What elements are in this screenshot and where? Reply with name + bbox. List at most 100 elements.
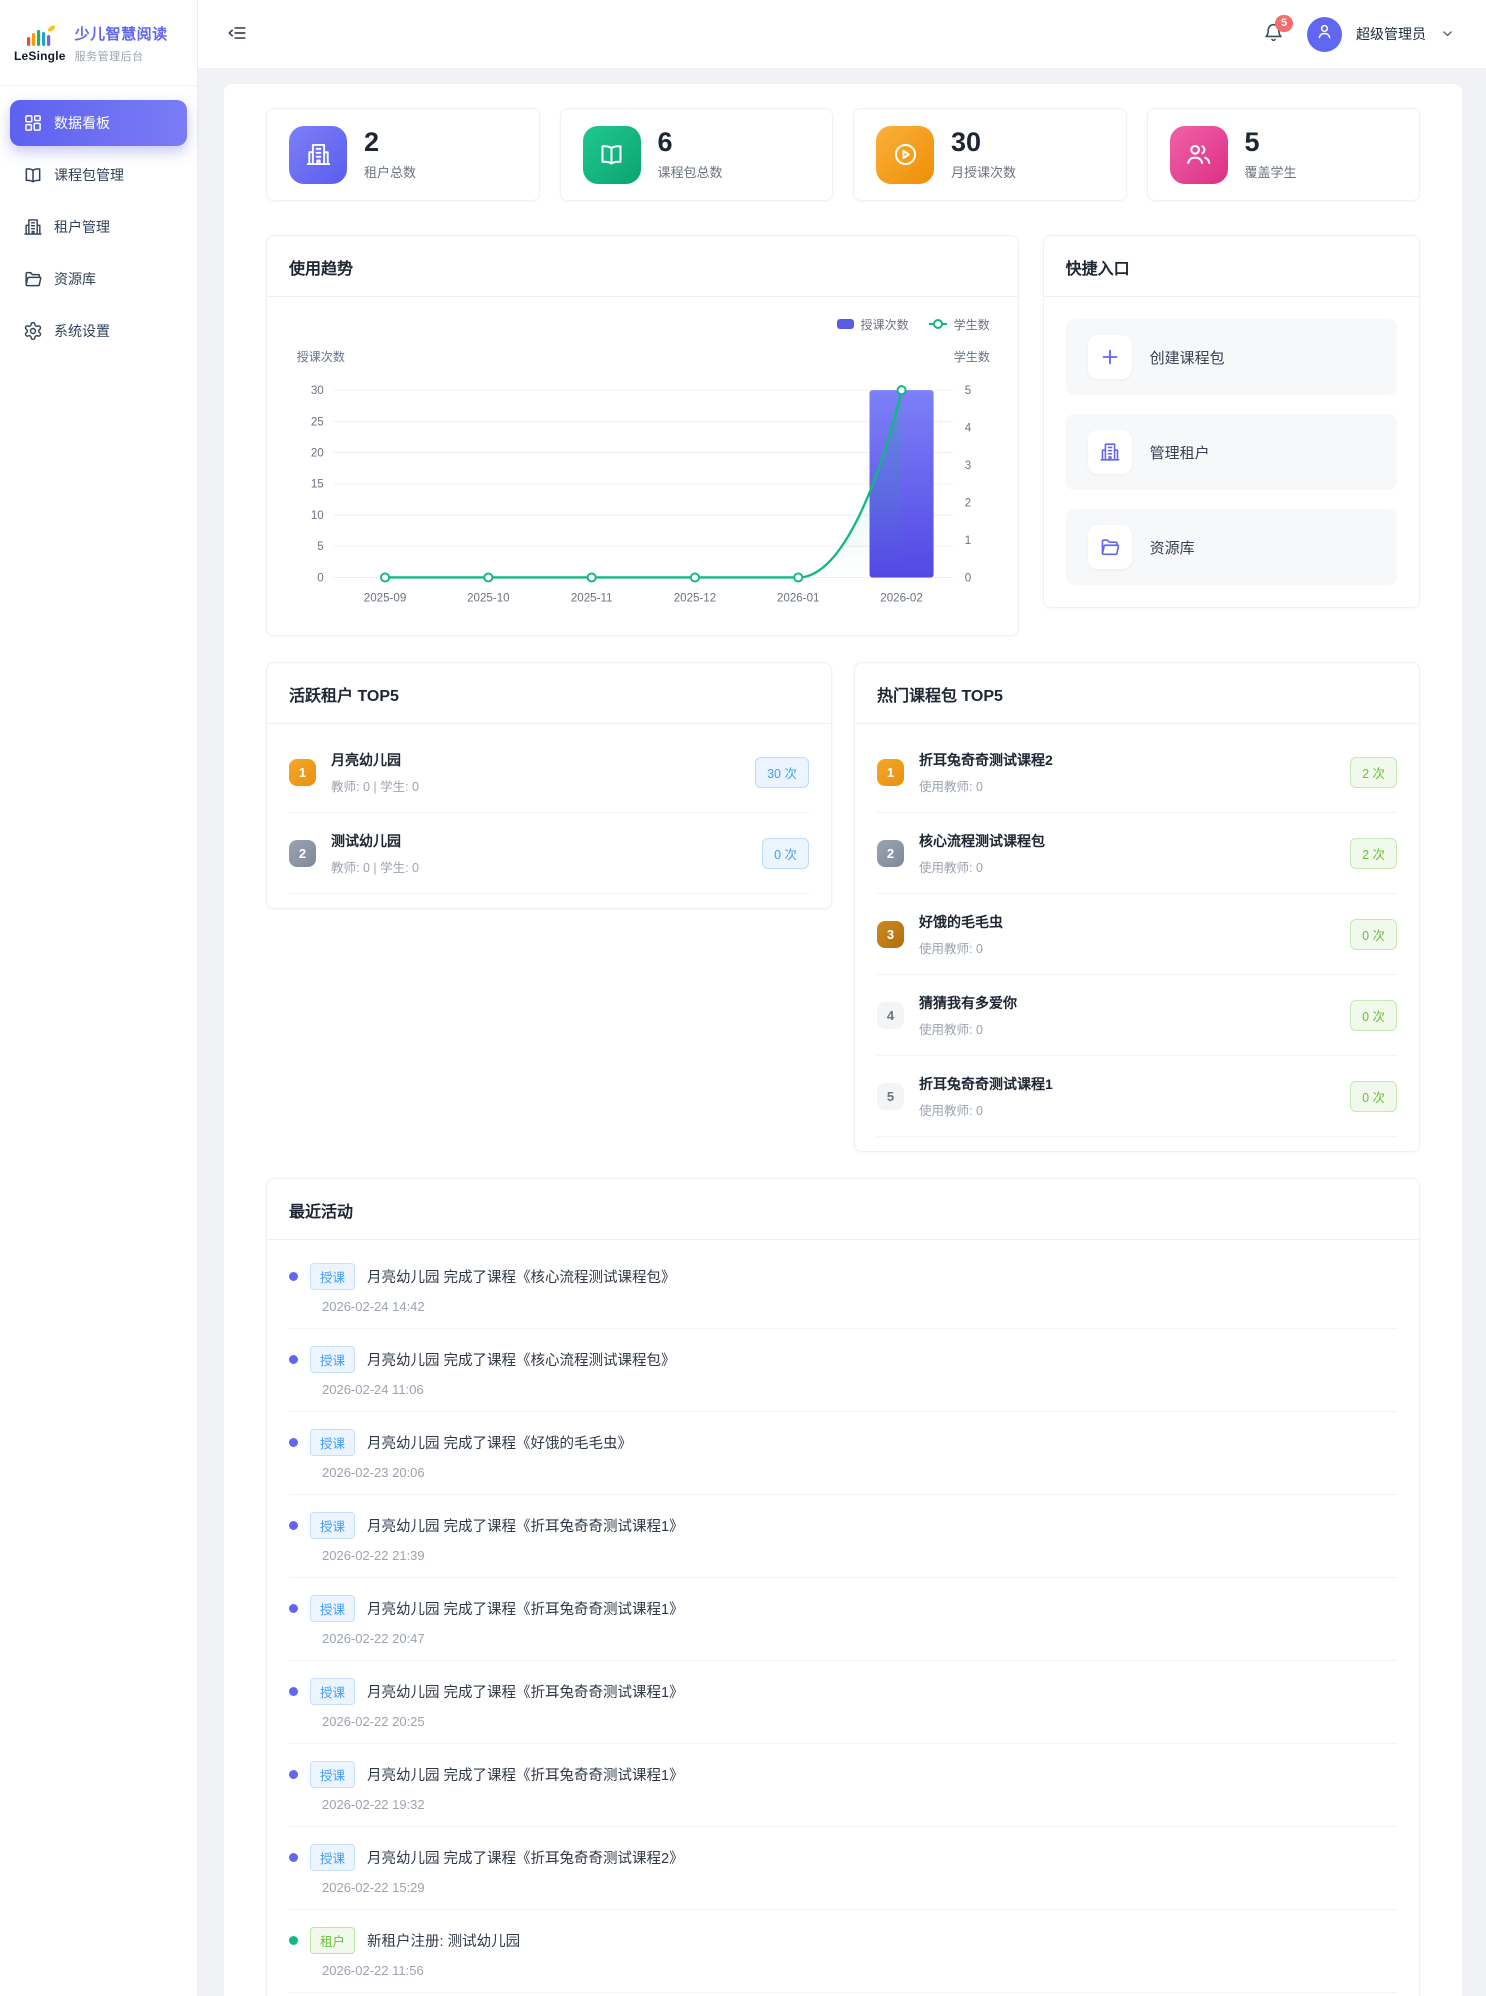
stat-value: 2 [364,126,380,157]
svg-text:5: 5 [965,385,971,397]
activity-dot [289,1853,298,1862]
quick-entry-item[interactable]: 创建课程包 [1065,319,1397,395]
brand: LeSingle 少儿智慧阅读 服务管理后台 [0,0,197,86]
activity-row: 授课 月亮幼儿园 完成了课程《折耳兔奇奇测试课程1》 2026-02-22 19… [289,1744,1397,1827]
rank-badge: 4 [877,1002,904,1029]
usage-count-pill: 0 次 [762,838,809,869]
course-name: 折耳兔奇奇测试课程2 [919,752,1053,768]
sidebar-collapse-icon[interactable] [226,22,250,46]
stat-label: 租户总数 [364,165,417,181]
stat-card: 2 租户总数 [266,108,540,201]
tenant-rank-row: 1 月亮幼儿园 教师: 0 | 学生: 0 30 次 [289,732,809,813]
usage-count-pill: 0 次 [1350,1081,1397,1112]
rank-badge: 2 [877,840,904,867]
sidebar-item[interactable]: 资源库 [10,256,187,302]
activity-time: 2026-02-24 11:06 [322,1382,424,1397]
brand-text: 少儿智慧阅读 服务管理后台 [75,23,168,64]
course-rank-row: 2 核心流程测试课程包 使用教师: 0 2 次 [877,813,1397,894]
avatar[interactable] [1307,16,1342,52]
svg-text:2026-01: 2026-01 [777,593,820,605]
course-meta: 使用教师: 0 [919,861,983,875]
activity-text: 月亮幼儿园 完成了课程《核心流程测试课程包》 [367,1353,676,1369]
course-meta: 使用教师: 0 [919,780,983,794]
rank-badge: 1 [877,759,904,786]
activity-dot [289,1604,298,1613]
sidebar-item-label: 租户管理 [54,219,110,235]
top5-row: 活跃租户 TOP5 1 月亮幼儿园 教师: 0 | 学生: 0 30 次 [266,662,1420,1152]
activity-time: 2026-02-22 11:56 [322,1963,424,1978]
activity-type-badge: 授课 [310,1844,356,1871]
sidebar-item[interactable]: 数据看板 [10,100,187,146]
activity-type-badge: 租户 [310,1927,356,1954]
tenant-meta: 教师: 0 | 学生: 0 [331,780,419,794]
activity-row: 授课 月亮幼儿园 完成了课程《折耳兔奇奇测试课程2》 2026-02-22 15… [289,1827,1397,1910]
course-name: 猜猜我有多爱你 [919,995,1017,1011]
sidebar-item[interactable]: 课程包管理 [10,152,187,198]
activity-time: 2026-02-22 20:47 [322,1631,425,1646]
topbar: 5 超级管理员 [198,0,1486,69]
hot-courses-title: 热门课程包 TOP5 [855,663,1419,724]
activity-text: 月亮幼儿园 完成了课程《折耳兔奇奇测试课程2》 [367,1851,684,1867]
topbar-right: 5 超级管理员 [1263,15,1456,52]
active-tenants-list: 1 月亮幼儿园 教师: 0 | 学生: 0 30 次 2 [267,724,831,908]
quick-entry-item[interactable]: 资源库 [1065,509,1397,585]
sidebar-item[interactable]: 系统设置 [10,308,187,354]
activity-type-badge: 授课 [310,1346,356,1373]
quick-entry-title: 快捷入口 [1043,236,1419,297]
activity-row: 授课 月亮幼儿园 完成了课程《折耳兔奇奇测试课程1》 2026-02-22 20… [289,1578,1397,1661]
svg-text:30: 30 [311,385,324,397]
quick-entry-label: 资源库 [1149,539,1195,557]
svg-text:25: 25 [311,416,324,428]
svg-text:学生数: 学生数 [954,349,990,364]
legend-students: 学生数 [928,316,990,333]
user-icon [1315,22,1334,46]
activity-text: 月亮幼儿园 完成了课程《折耳兔奇奇测试课程1》 [367,1602,684,1618]
dashboard-panel: 2 租户总数 6 课程包总数 [224,84,1462,1996]
usage-count-pill: 30 次 [755,757,809,788]
sidebar-item-label: 数据看板 [54,115,110,131]
folder-icon [1087,525,1132,569]
rank-badge: 5 [877,1083,904,1110]
stat-value: 30 [951,126,982,157]
svg-text:20: 20 [311,447,324,459]
rank-badge: 3 [877,921,904,948]
play-icon [876,125,934,184]
line-series-swatch [928,319,947,329]
svg-text:2025-10: 2025-10 [467,593,510,605]
activity-dot [289,1438,298,1447]
activity-time: 2026-02-23 20:06 [322,1465,425,1480]
svg-text:2026-02: 2026-02 [880,593,923,605]
notification-bell[interactable]: 5 [1263,15,1294,46]
svg-text:1: 1 [965,535,971,547]
svg-text:5: 5 [317,541,323,553]
usage-trend-title: 使用趋势 [267,236,1018,297]
usage-trend-chart: 授课次数 学生数 0 5 10 15 20 25 30 0 1 2 3 4 5 授课次数 学生数 2025-0… [267,297,1018,635]
quick-entry-item[interactable]: 管理租户 [1065,414,1397,490]
svg-text:0: 0 [965,572,971,584]
svg-text:2025-11: 2025-11 [571,593,613,605]
notification-badge: 5 [1275,15,1294,32]
building-icon [289,125,347,184]
activity-row: 授课 月亮幼儿园 完成了课程《核心流程测试课程包》 2026-02-24 14:… [289,1246,1397,1329]
chevron-down-icon[interactable] [1440,26,1456,42]
activity-type-badge: 授课 [310,1512,356,1539]
hot-courses-list: 1 折耳兔奇奇测试课程2 使用教师: 0 2 次 2 [855,724,1419,1151]
building-icon [1087,430,1132,474]
content: 2 租户总数 6 课程包总数 [198,69,1486,1996]
activity-row: 授课 月亮幼儿园 完成了课程《好饿的毛毛虫》 2026-02-23 20:06 [289,1412,1397,1495]
sidebar-item-label: 资源库 [54,271,96,287]
activity-dot [289,1272,298,1281]
active-tenants-card: 活跃租户 TOP5 1 月亮幼儿园 教师: 0 | 学生: 0 30 次 [266,662,832,909]
usage-count-pill: 0 次 [1350,919,1397,950]
course-meta: 使用教师: 0 [919,1023,983,1037]
tenant-rank-row: 2 测试幼儿园 教师: 0 | 学生: 0 0 次 [289,813,809,894]
plus-icon [1087,335,1132,379]
svg-text:4: 4 [965,423,972,435]
course-rank-row: 4 猜猜我有多爱你 使用教师: 0 0 次 [877,975,1397,1056]
sidebar-item[interactable]: 租户管理 [10,204,187,250]
gear-icon [23,321,43,341]
sidebar-item-label: 课程包管理 [54,167,124,183]
activity-dot [289,1936,298,1945]
activity-time: 2026-02-22 19:32 [322,1797,425,1812]
svg-text:10: 10 [311,510,324,522]
